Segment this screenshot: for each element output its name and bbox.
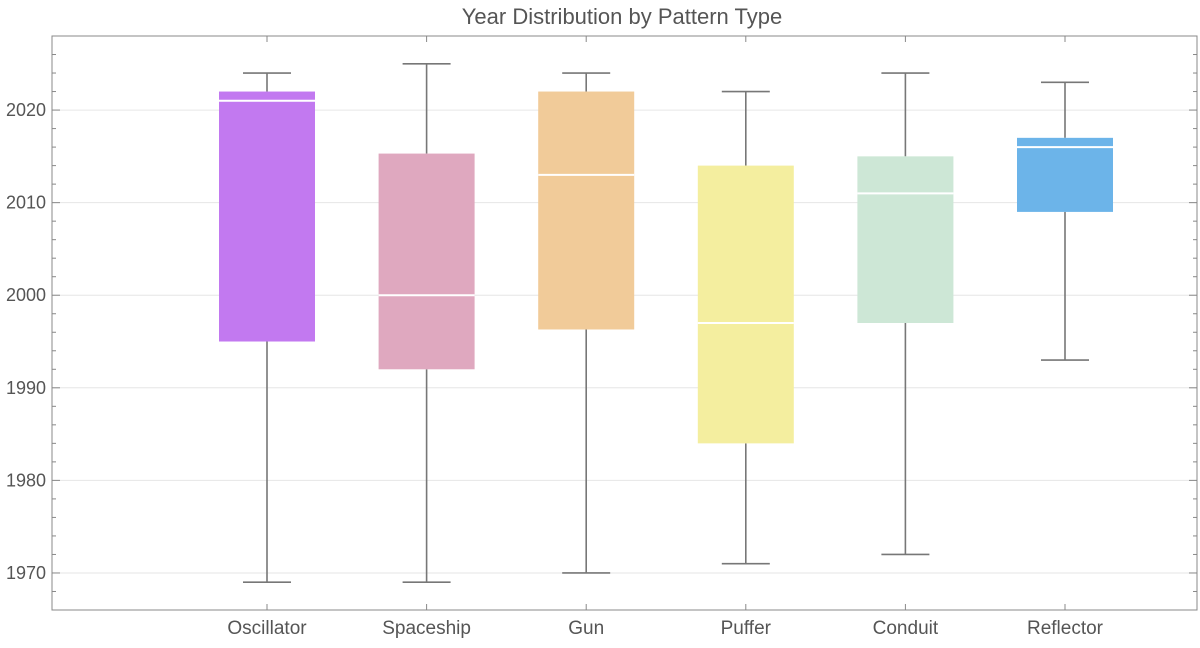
box-puffer: Puffer <box>697 90 794 639</box>
chart-title: Year Distribution by Pattern Type <box>462 4 782 29</box>
box-spaceship: Spaceship <box>378 62 475 639</box>
category-label: Gun <box>568 618 604 639</box>
category-label: Reflector <box>1027 618 1104 639</box>
box-oscillator: Oscillator <box>219 72 315 639</box>
y-tick-label: 1970 <box>6 563 46 583</box>
category-label: Conduit <box>873 618 939 639</box>
box-gun: Gun <box>538 72 635 639</box>
box-conduit: Conduit <box>857 72 954 639</box>
iqr-box <box>219 91 315 342</box>
category-label: Oscillator <box>227 618 307 639</box>
y-tick-label: 1990 <box>6 378 46 398</box>
y-tick-label: 2020 <box>6 100 46 120</box>
iqr-box <box>1017 137 1113 212</box>
y-tick-label: 2010 <box>6 193 46 213</box>
y-tick-label: 1980 <box>6 470 46 490</box>
iqr-box <box>378 153 475 370</box>
category-label: Spaceship <box>382 618 471 639</box>
iqr-box <box>538 91 635 330</box>
y-tick-label: 2000 <box>6 285 46 305</box>
iqr-box <box>697 165 794 444</box>
plot-frame-border <box>51 35 1198 611</box>
box-reflector: Reflector <box>1017 81 1113 639</box>
ticks-layer: 1970 1980 1990 2000 2010 2020 <box>6 35 1197 611</box>
iqr-box <box>857 156 954 323</box>
boxes-layer: Oscillator Spaceship Gun Puffer Conduit Refle… <box>219 62 1113 639</box>
plot-frame <box>51 35 1198 611</box>
category-label: Puffer <box>721 618 772 639</box>
